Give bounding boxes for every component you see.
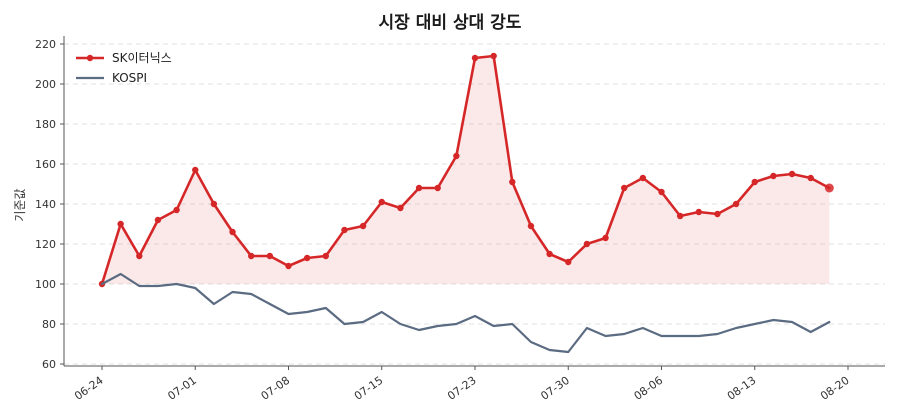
y-tick-label: 140	[35, 198, 56, 211]
y-axis-ticks: 60 80 100 120 140 160 180 200 220	[35, 38, 64, 371]
data-point	[266, 252, 274, 260]
data-point	[714, 210, 721, 218]
y-tick-label: 80	[42, 318, 56, 331]
y-tick-label: 60	[42, 358, 56, 371]
data-point	[378, 198, 385, 206]
series-line	[100, 272, 831, 354]
x-axis-ticks: 06-24 07-01 07-08 07-15 07-23 07-30 08-06 08-13…	[72, 366, 852, 403]
data-point	[322, 252, 329, 260]
data-point	[807, 174, 814, 182]
data-point	[824, 183, 834, 193]
data-point	[527, 222, 535, 230]
data-point	[732, 200, 740, 208]
data-point	[639, 174, 647, 182]
data-point	[770, 172, 777, 180]
series-fill-area	[102, 56, 830, 284]
data-point	[602, 234, 609, 242]
series-line	[100, 54, 831, 286]
data-point	[788, 170, 796, 178]
y-tick-label: 180	[35, 118, 56, 131]
data-point	[509, 178, 516, 186]
chart-title: 시장 대비 상대 강도	[379, 13, 522, 33]
x-tick-label: 08-13	[725, 374, 759, 403]
data-point	[621, 184, 628, 192]
data-point	[359, 222, 367, 230]
data-point	[434, 184, 441, 192]
data-point	[248, 252, 255, 260]
data-point	[136, 252, 143, 260]
x-tick-label: 07-30	[538, 374, 572, 403]
data-point	[192, 166, 199, 174]
data-point	[695, 208, 702, 216]
x-tick-label: 07-15	[352, 374, 386, 403]
x-tick-label: 07-08	[259, 374, 293, 403]
data-point	[546, 250, 553, 258]
y-axis-label: 기준값	[13, 188, 27, 221]
data-point	[583, 240, 591, 248]
data-point	[565, 258, 572, 266]
series-area-fill	[102, 56, 830, 284]
data-point	[173, 206, 180, 214]
data-point	[397, 204, 404, 212]
data-point	[285, 262, 292, 270]
y-gridlines	[64, 43, 885, 365]
data-point	[676, 212, 684, 220]
y-tick-label: 200	[35, 78, 56, 91]
x-tick-label: 08-20	[818, 374, 852, 403]
legend-label: KOSPI	[112, 71, 147, 85]
y-tick-label: 220	[35, 38, 56, 51]
y-tick-label: 120	[35, 238, 56, 251]
data-point	[453, 152, 460, 160]
data-point	[117, 220, 124, 228]
data-point	[751, 178, 758, 186]
legend-swatch-marker	[86, 54, 94, 62]
y-tick-label: 160	[35, 158, 56, 171]
x-tick-label: 07-01	[165, 374, 199, 403]
x-tick-label: 06-24	[72, 374, 106, 403]
series-lines	[98, 52, 834, 354]
data-point	[658, 188, 665, 196]
data-point	[154, 216, 162, 224]
data-point	[229, 228, 236, 236]
legend-label: SK이터닉스	[112, 51, 172, 65]
data-point	[303, 254, 311, 262]
data-point	[341, 226, 348, 234]
data-point	[490, 52, 497, 60]
data-point	[415, 184, 423, 192]
x-tick-label: 08-06	[632, 374, 666, 403]
x-tick-label: 07-23	[445, 374, 479, 403]
data-point	[471, 54, 479, 62]
legend: SK이터닉스 KOSPI	[76, 51, 172, 85]
data-point	[210, 200, 218, 208]
y-tick-label: 100	[35, 278, 56, 291]
